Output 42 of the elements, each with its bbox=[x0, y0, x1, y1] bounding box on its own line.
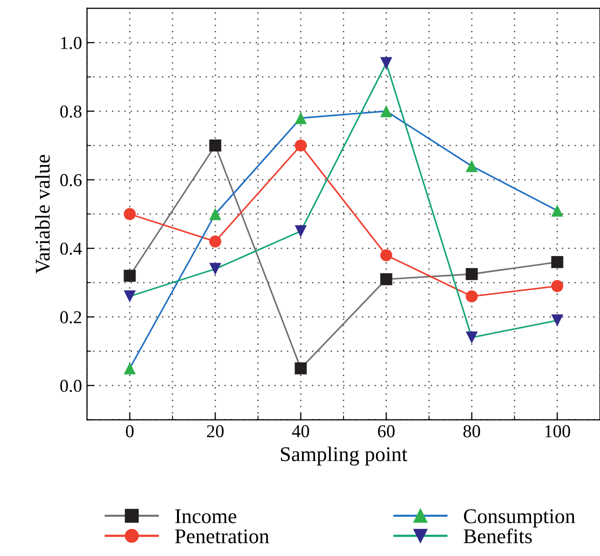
x-tick-label: 0 bbox=[126, 425, 134, 438]
point bbox=[209, 208, 222, 220]
y-tick-label: 1.0 bbox=[61, 36, 82, 50]
legend-label: Consumption bbox=[464, 509, 576, 528]
point bbox=[380, 105, 392, 118]
x-tick-label: 40 bbox=[292, 425, 310, 438]
point bbox=[294, 139, 307, 152]
point bbox=[551, 204, 564, 217]
legend-label: Income bbox=[175, 509, 236, 524]
y-tick-label: 0.6 bbox=[60, 174, 82, 186]
point bbox=[466, 290, 478, 302]
point bbox=[551, 314, 564, 326]
point bbox=[209, 235, 222, 248]
point bbox=[294, 362, 307, 374]
x-tick-label: 80 bbox=[463, 425, 480, 438]
legend-label: Penetration bbox=[175, 529, 270, 544]
point bbox=[294, 225, 307, 238]
point bbox=[466, 268, 478, 280]
y-tick-label: 0.8 bbox=[60, 105, 82, 118]
point bbox=[124, 208, 136, 220]
point bbox=[380, 249, 392, 262]
x-axis-title: Sampling point bbox=[280, 446, 408, 466]
point bbox=[551, 256, 564, 268]
point bbox=[466, 331, 478, 344]
point bbox=[380, 273, 392, 286]
point bbox=[124, 290, 136, 302]
x-tick-label: 100 bbox=[545, 425, 570, 438]
point bbox=[466, 160, 478, 172]
legend-label: Benefits bbox=[464, 528, 532, 544]
point bbox=[294, 112, 307, 124]
y-tick-label: 0.2 bbox=[60, 311, 82, 324]
point bbox=[380, 57, 392, 70]
point bbox=[209, 139, 222, 152]
x-tick-label: 60 bbox=[378, 425, 395, 438]
point bbox=[124, 362, 136, 374]
y-tick-label: 0.4 bbox=[60, 242, 82, 255]
point bbox=[124, 270, 136, 282]
point bbox=[551, 280, 564, 292]
y-tick-label: 0.0 bbox=[60, 380, 82, 392]
point bbox=[209, 262, 222, 275]
x-tick-label: 20 bbox=[207, 425, 224, 438]
y-axis-title: Variable value bbox=[35, 154, 50, 274]
